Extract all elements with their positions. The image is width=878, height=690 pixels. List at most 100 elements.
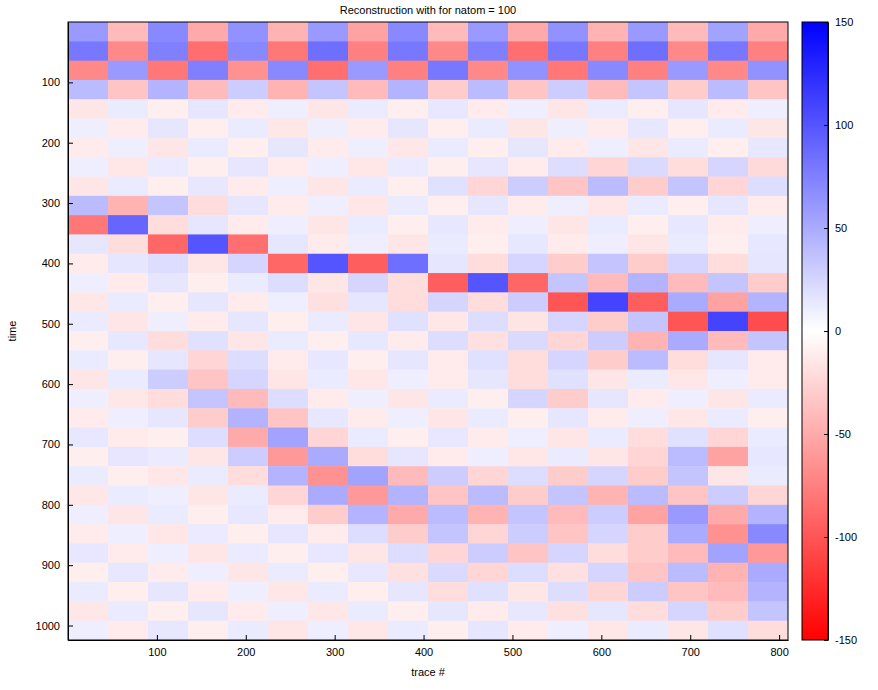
cell	[268, 312, 309, 332]
cell	[428, 157, 469, 177]
cell	[468, 312, 509, 332]
cell	[308, 254, 349, 274]
y-tick: 600	[42, 378, 73, 390]
cell	[428, 447, 469, 467]
cell	[348, 41, 389, 61]
cell	[68, 466, 109, 486]
cell	[348, 22, 389, 42]
cell	[308, 408, 349, 428]
cell	[548, 119, 589, 139]
cell	[308, 428, 349, 448]
x-axis: 100200300400500600700800	[69, 635, 789, 658]
cell	[388, 486, 429, 506]
colorbar-tick-label: -100	[835, 531, 857, 543]
cell	[428, 234, 469, 254]
cell	[68, 99, 109, 119]
cell	[628, 80, 669, 100]
cell	[388, 505, 429, 525]
cell	[388, 563, 429, 583]
cell	[148, 447, 189, 467]
cell	[388, 157, 429, 177]
colorbar-tick-label: -150	[835, 634, 857, 646]
cell	[68, 119, 109, 139]
cell	[548, 350, 589, 370]
cell	[428, 582, 469, 602]
cell	[468, 582, 509, 602]
cell	[708, 428, 749, 448]
colorbar-axis: -150-100-50050100150	[824, 16, 857, 646]
cell	[148, 408, 189, 428]
cell	[108, 524, 149, 544]
y-tick-label: 200	[42, 137, 60, 149]
cell	[108, 621, 149, 640]
cell	[388, 234, 429, 254]
colorbar	[802, 22, 828, 640]
cell	[508, 447, 549, 467]
cell	[148, 505, 189, 525]
cell	[148, 157, 189, 177]
cell	[68, 582, 109, 602]
cell	[108, 234, 149, 254]
cell	[588, 138, 629, 158]
cell	[628, 601, 669, 621]
cell	[108, 196, 149, 216]
cell	[268, 273, 309, 293]
cell	[268, 292, 309, 312]
cell	[628, 621, 669, 640]
y-tick: 400	[42, 257, 73, 269]
y-tick-label: 600	[42, 378, 60, 390]
cell	[188, 119, 229, 139]
cell	[668, 505, 709, 525]
cell	[108, 408, 149, 428]
cell	[668, 428, 709, 448]
cell	[588, 350, 629, 370]
x-tick-label: 600	[593, 646, 611, 658]
cell	[188, 196, 229, 216]
cell	[668, 621, 709, 640]
cell	[348, 292, 389, 312]
cell	[348, 563, 389, 583]
cell	[548, 601, 589, 621]
cell	[508, 254, 549, 274]
colorbar-tick: -100	[824, 531, 857, 543]
y-tick-mark	[68, 626, 73, 627]
cell	[708, 505, 749, 525]
cell	[188, 447, 229, 467]
cell	[348, 486, 389, 506]
cell	[588, 80, 629, 100]
cell	[308, 196, 349, 216]
cell	[748, 41, 788, 61]
cell	[68, 61, 109, 81]
cell	[508, 312, 549, 332]
cell	[308, 157, 349, 177]
cell	[268, 350, 309, 370]
cell	[388, 138, 429, 158]
cell	[708, 524, 749, 544]
cell	[268, 486, 309, 506]
cell	[668, 389, 709, 409]
y-tick: 900	[42, 559, 73, 571]
cell	[188, 621, 229, 640]
cell	[668, 80, 709, 100]
cell	[68, 254, 109, 274]
cell	[348, 524, 389, 544]
cell	[468, 486, 509, 506]
cell	[268, 138, 309, 158]
cell	[108, 215, 149, 235]
cell	[268, 370, 309, 390]
cell	[628, 22, 669, 42]
cell	[628, 447, 669, 467]
cell	[548, 466, 589, 486]
y-tick: 500	[42, 318, 73, 330]
cell	[68, 408, 109, 428]
cell	[508, 408, 549, 428]
cell	[748, 408, 788, 428]
colorbar-tick: 100	[824, 119, 853, 131]
cell	[708, 215, 749, 235]
cell	[588, 408, 629, 428]
y-tick-mark	[68, 203, 73, 204]
cell	[468, 389, 509, 409]
cell	[428, 389, 469, 409]
x-tick: 300	[326, 635, 344, 658]
cell	[228, 22, 269, 42]
